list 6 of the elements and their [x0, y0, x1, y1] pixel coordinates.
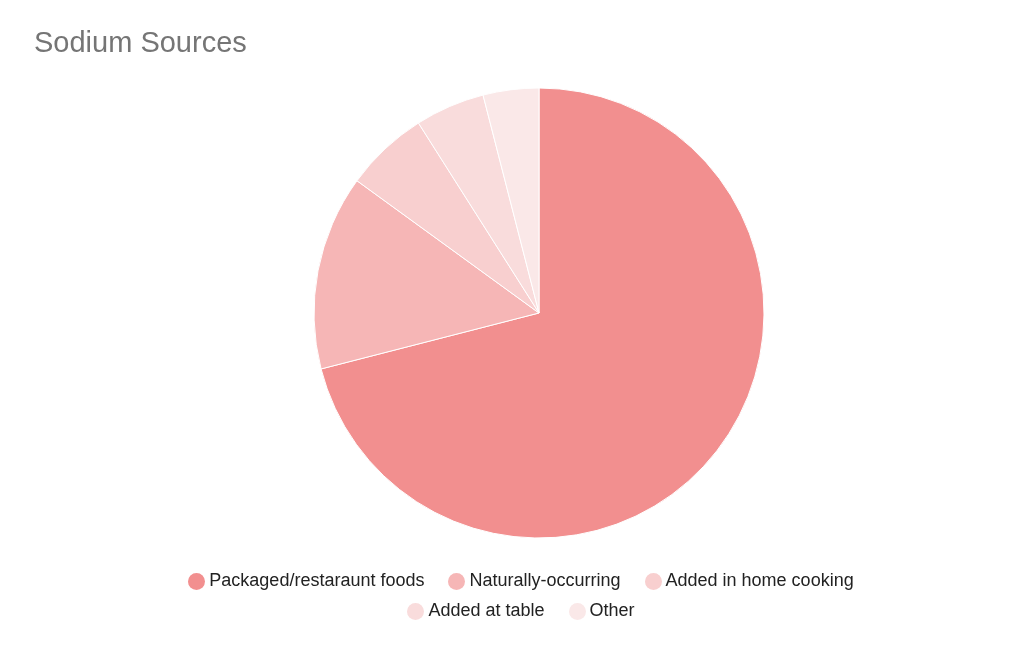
legend-label: Naturally-occurring: [469, 570, 621, 590]
legend-label: Packaged/restaraunt foods: [209, 570, 425, 590]
chart-title: Sodium Sources: [34, 26, 247, 59]
legend-label: Added in home cooking: [665, 570, 854, 590]
legend-label: Added at table: [428, 600, 545, 620]
legend-label: Other: [589, 600, 635, 620]
